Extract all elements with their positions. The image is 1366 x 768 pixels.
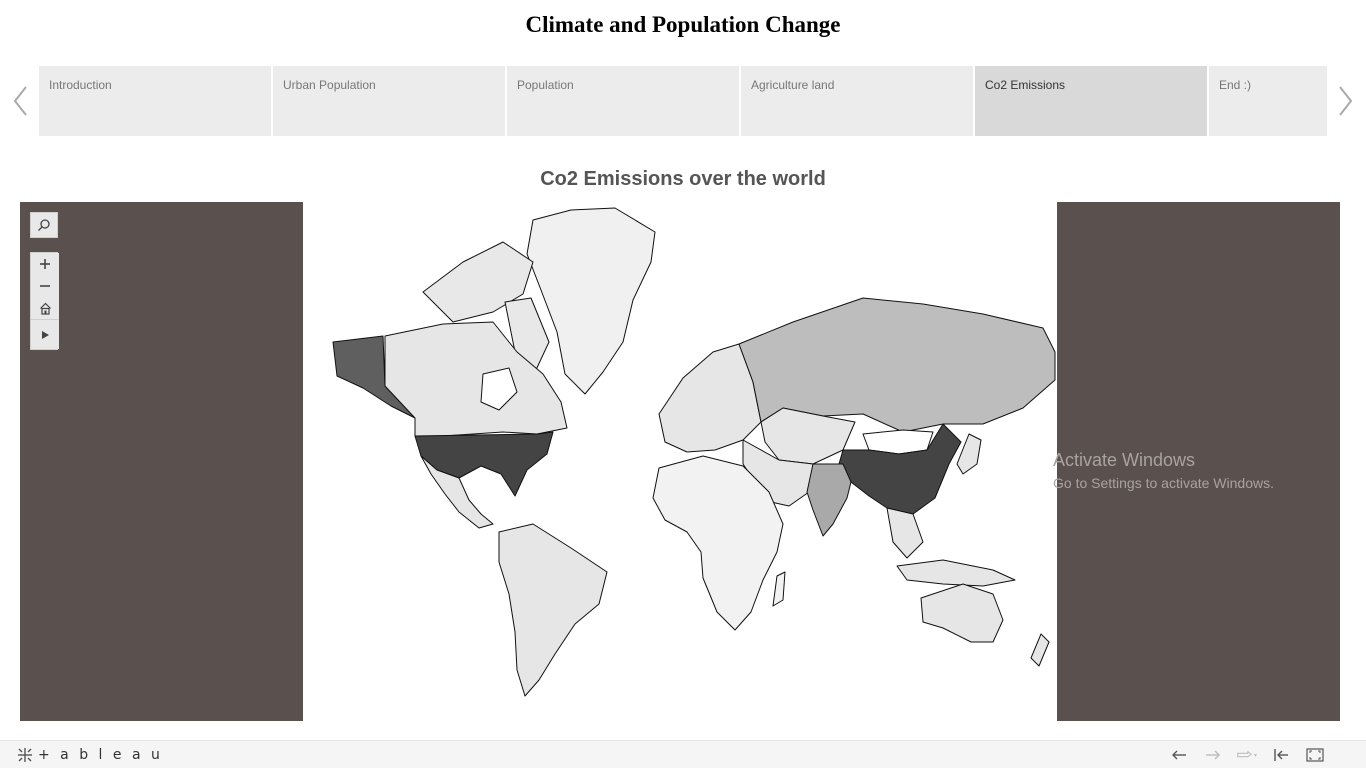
map-zoom-controls [30, 252, 59, 350]
map-country-baffin-island[interactable] [504, 297, 550, 373]
map-search-button[interactable] [30, 212, 58, 238]
watermark-subtitle: Go to Settings to activate Windows. [1053, 475, 1274, 491]
revert-icon [1237, 750, 1258, 758]
reset-icon [1274, 749, 1288, 761]
map-pan-mode-button[interactable] [31, 319, 59, 349]
reset-button[interactable] [1270, 745, 1292, 765]
story-point-end[interactable]: End :) [1209, 66, 1327, 136]
story-navigator: Introduction Urban Population Population… [39, 66, 1327, 136]
story-point-introduction[interactable]: Introduction [39, 66, 271, 136]
watermark-title: Activate Windows [1053, 450, 1196, 470]
previous-story-point-button[interactable] [10, 84, 32, 118]
map-country-africa[interactable] [652, 455, 784, 631]
reset-map-button[interactable] [31, 297, 59, 319]
map-country-mexico[interactable] [420, 455, 494, 529]
world-map-view[interactable] [20, 202, 1340, 721]
revert-button[interactable] [1236, 745, 1258, 765]
redo-icon [1206, 750, 1220, 760]
map-country-greenland[interactable] [526, 207, 656, 395]
tableau-logo-icon [18, 748, 32, 762]
search-icon [38, 219, 50, 231]
map-country-japan[interactable] [956, 433, 982, 475]
map-country-australia[interactable] [920, 583, 1004, 643]
windows-activation-watermark: Activate Windows Go to Settings to activ… [1053, 450, 1274, 491]
map-country-india[interactable] [806, 463, 852, 537]
map-background-right [1057, 202, 1340, 721]
fullscreen-button[interactable] [1304, 745, 1326, 765]
map-title: Co2 Emissions over the world [540, 168, 826, 190]
view-toolbar [1168, 745, 1326, 765]
minus-icon [40, 285, 50, 287]
map-tools [30, 212, 59, 350]
map-country-alaska[interactable] [332, 335, 416, 419]
story-point-population[interactable]: Population [507, 66, 739, 136]
zoom-in-button[interactable] [31, 253, 59, 275]
undo-button[interactable] [1168, 745, 1190, 765]
world-map[interactable] [303, 202, 1057, 721]
zoom-out-button[interactable] [31, 275, 59, 297]
tableau-wordmark: + a b l e a u [38, 747, 163, 763]
map-background-left [20, 202, 303, 721]
fullscreen-icon [1306, 748, 1324, 762]
home-icon [39, 302, 51, 315]
play-icon [42, 330, 49, 339]
map-country-southeast-asia[interactable] [886, 507, 924, 559]
next-story-point-button[interactable] [1334, 84, 1356, 118]
story-point-agriculture-land[interactable]: Agriculture land [741, 66, 973, 136]
tableau-brand[interactable]: + a b l e a u [16, 746, 163, 764]
map-country-new-zealand[interactable] [1030, 633, 1050, 667]
story-point-co2-emissions[interactable]: Co2 Emissions [975, 66, 1207, 136]
story-title: Climate and Population Change [525, 12, 841, 37]
map-country-madagascar[interactable] [772, 571, 786, 607]
map-country-canada[interactable] [384, 321, 568, 437]
map-hudson-bay [480, 367, 518, 411]
map-country-south-america[interactable] [498, 523, 608, 697]
redo-button[interactable] [1202, 745, 1224, 765]
undo-icon [1172, 750, 1186, 760]
map-country-united-states[interactable] [414, 431, 554, 497]
map-country-china[interactable] [838, 423, 962, 515]
chevron-right-icon [1339, 86, 1353, 116]
story-point-urban-population[interactable]: Urban Population [273, 66, 505, 136]
tableau-footer: + a b l e a u [0, 740, 1366, 768]
plus-icon [40, 259, 50, 269]
map-country-indonesia[interactable] [896, 559, 1016, 587]
chevron-left-icon [13, 86, 27, 116]
